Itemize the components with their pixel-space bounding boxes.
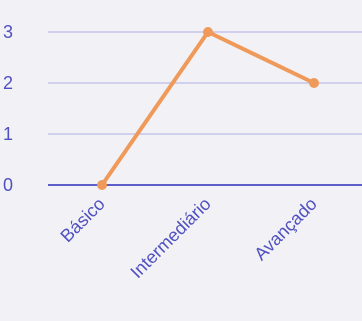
x-tick-label-1: Intermediário bbox=[126, 194, 214, 282]
data-point-2 bbox=[309, 78, 319, 88]
x-tick-label-2: Avançado bbox=[250, 194, 321, 265]
series bbox=[97, 27, 319, 190]
x-axis-ticks: Básico Intermediário Avançado bbox=[56, 194, 320, 282]
y-tick-label-2: 2 bbox=[3, 73, 13, 93]
y-tick-label-0: 0 bbox=[3, 175, 13, 195]
x-tick-label-0: Básico bbox=[56, 194, 108, 246]
y-tick-label-1: 1 bbox=[3, 124, 13, 144]
data-point-0 bbox=[97, 180, 107, 190]
series-line-0 bbox=[100, 30, 316, 187]
y-axis-ticks: 0 1 2 3 bbox=[3, 22, 13, 195]
data-point-1 bbox=[203, 27, 213, 37]
gridlines bbox=[48, 31, 362, 186]
y-tick-label-3: 3 bbox=[3, 22, 13, 42]
